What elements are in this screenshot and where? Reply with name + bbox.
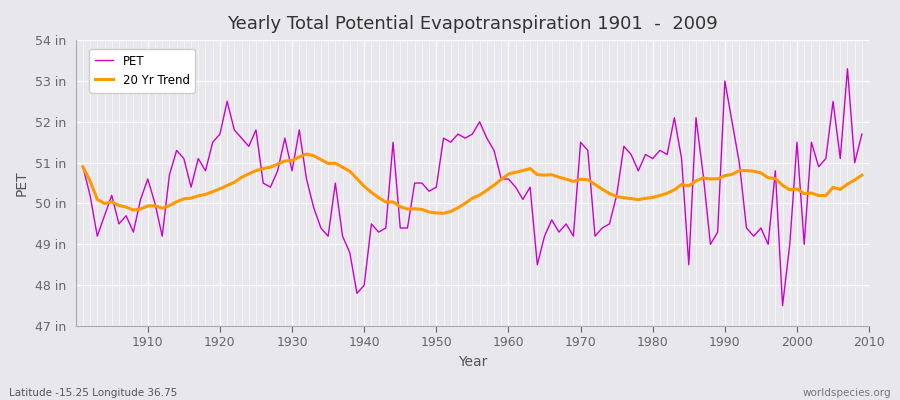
- 20 Yr Trend: [302, 152, 312, 156]
- PET: [135, 197, 146, 202]
- PET: [590, 234, 600, 238]
- PET: [778, 303, 788, 308]
- Line: PET: PET: [83, 69, 862, 306]
- 20 Yr Trend: [857, 173, 868, 178]
- Text: Latitude -15.25 Longitude 36.75: Latitude -15.25 Longitude 36.75: [9, 388, 177, 398]
- PET: [338, 234, 348, 238]
- 20 Yr Trend: [518, 168, 528, 173]
- Line: 20 Yr Trend: 20 Yr Trend: [83, 154, 862, 213]
- 20 Yr Trend: [77, 164, 88, 169]
- PET: [77, 164, 88, 169]
- Text: worldspecies.org: worldspecies.org: [803, 388, 891, 398]
- PET: [294, 128, 305, 132]
- PET: [496, 176, 507, 181]
- PET: [842, 66, 853, 71]
- PET: [857, 132, 868, 136]
- 20 Yr Trend: [345, 169, 356, 174]
- 20 Yr Trend: [438, 211, 449, 216]
- X-axis label: Year: Year: [458, 355, 487, 369]
- 20 Yr Trend: [510, 170, 521, 175]
- Title: Yearly Total Potential Evapotranspiration 1901  -  2009: Yearly Total Potential Evapotranspiratio…: [227, 15, 718, 33]
- 20 Yr Trend: [135, 206, 146, 211]
- Legend: PET, 20 Yr Trend: PET, 20 Yr Trend: [89, 49, 195, 92]
- 20 Yr Trend: [604, 191, 615, 196]
- 20 Yr Trend: [294, 154, 305, 159]
- Y-axis label: PET: PET: [15, 170, 29, 196]
- PET: [503, 176, 514, 181]
